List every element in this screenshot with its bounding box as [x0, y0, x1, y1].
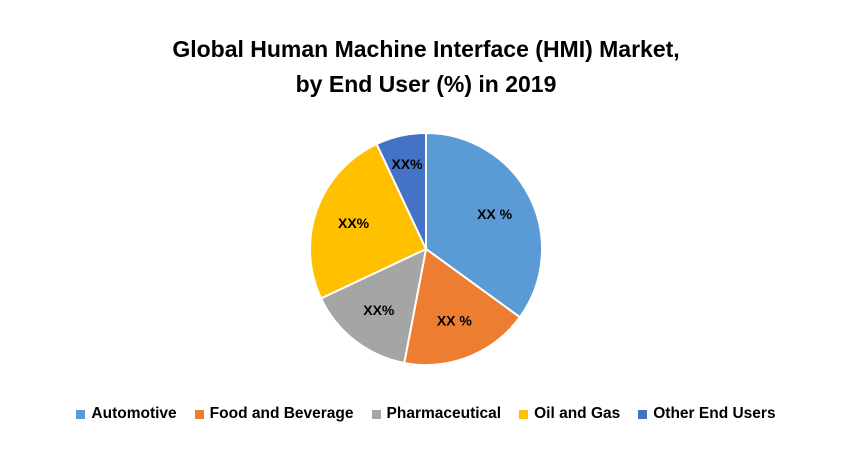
data-label-automotive: XX % — [477, 206, 513, 222]
legend-label-other-end-users: Other End Users — [653, 405, 776, 422]
pie-slice-pharmaceutical — [319, 247, 428, 365]
chart-title-line-1: Global Human Machine Interface (HMI) Mar… — [172, 36, 680, 62]
legend-swatch-food-and-beverage — [194, 409, 204, 419]
legend-item-automotive: Automotive — [76, 405, 177, 423]
legend-label-pharmaceutical: Pharmaceutical — [386, 405, 502, 422]
pie-data-labels: XX % XX % XX% XX% XX% — [338, 156, 513, 328]
data-label-oil-and-gas: XX% — [338, 215, 370, 231]
legend-swatch-oil-and-gas — [519, 409, 529, 419]
pie-slice-other-end-users — [375, 131, 427, 250]
pie-slices — [309, 131, 543, 366]
data-label-other-end-users: XX% — [391, 156, 423, 172]
pie-slice-automotive — [425, 131, 543, 319]
legend-label-automotive: Automotive — [91, 405, 177, 422]
pie-slice-food-and-beverage — [403, 247, 522, 366]
legend-item-pharmaceutical: Pharmaceutical — [371, 405, 502, 423]
legend-item-food-and-beverage: Food and Beverage — [194, 405, 354, 423]
legend-label-oil-and-gas: Oil and Gas — [534, 405, 621, 422]
legend-label-food-and-beverage: Food and Beverage — [209, 405, 354, 422]
legend-swatch-pharmaceutical — [371, 409, 381, 419]
pie-slice-oil-and-gas — [309, 142, 428, 300]
data-label-food-and-beverage: XX % — [437, 313, 473, 329]
legend-item-oil-and-gas: Oil and Gas — [519, 405, 620, 423]
chart-title: Global Human Machine Interface (HMI) Mar… — [0, 32, 852, 102]
legend-swatch-other-end-users — [638, 409, 648, 419]
legend-item-other-end-users: Other End Users — [638, 405, 776, 423]
chart-title-line-2: by End User (%) in 2019 — [295, 71, 557, 97]
data-label-pharmaceutical: XX% — [363, 302, 395, 318]
legend-swatch-automotive — [76, 409, 86, 419]
legend: Automotive Food and Beverage Pharmaceutica… — [0, 405, 852, 423]
